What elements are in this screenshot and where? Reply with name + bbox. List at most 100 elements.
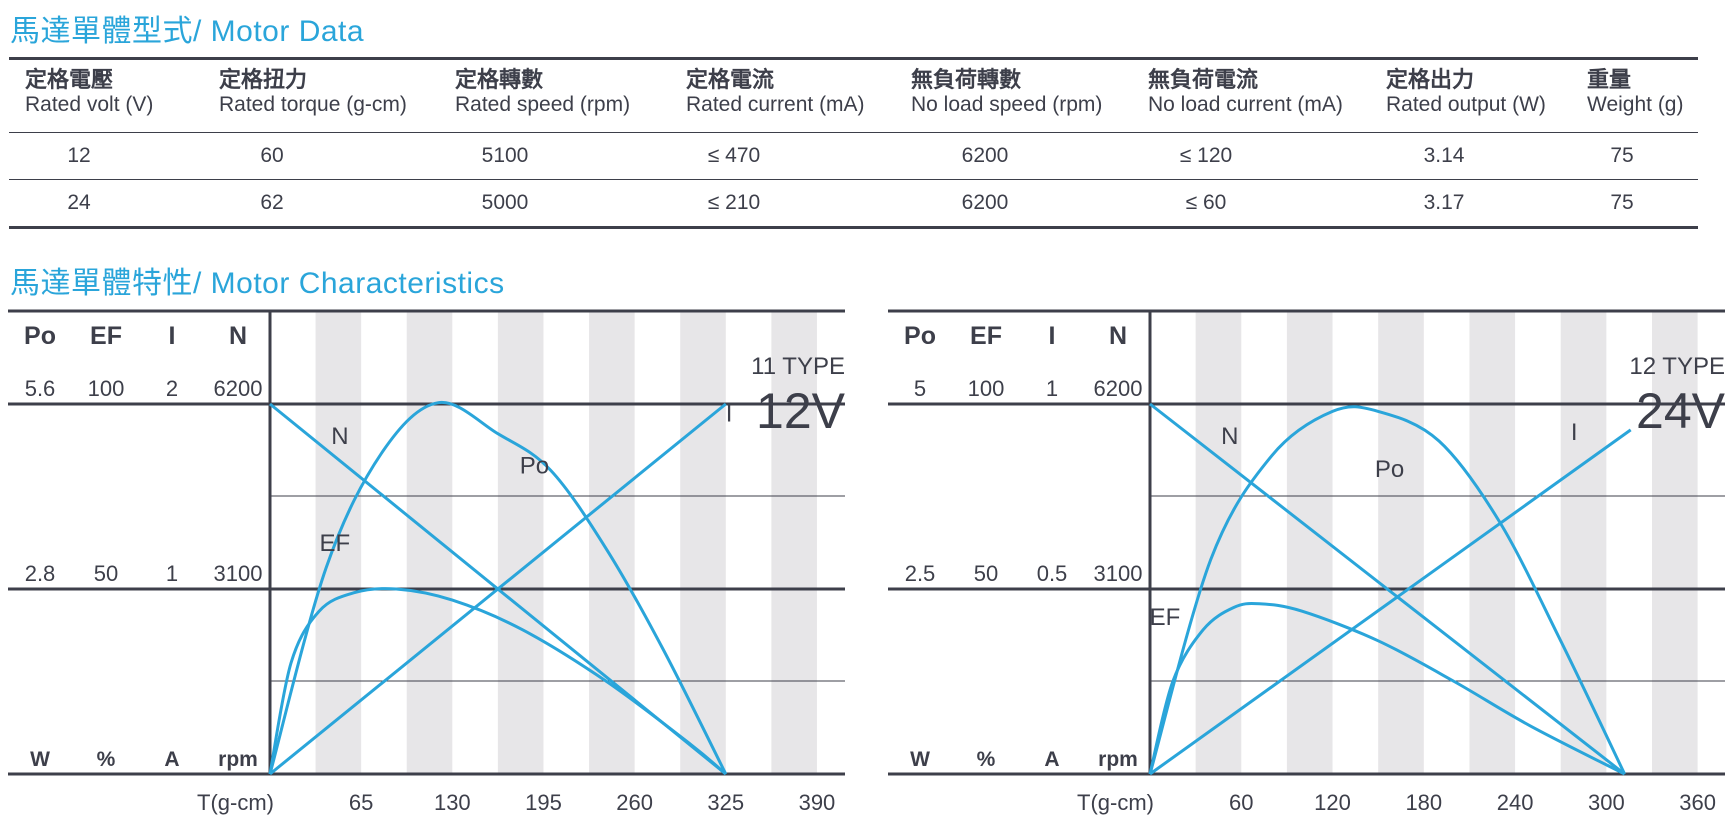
axis-unit-label: rpm [218, 748, 258, 771]
series-line-ef [268, 587, 727, 776]
header-cell: 定格電流 Rated current (mA) [686, 67, 865, 117]
axis-max-label: 6200 [1094, 376, 1143, 401]
table-cell: 5000 [481, 191, 529, 214]
axis-max-label: 100 [88, 376, 125, 401]
series-label-po: Po [1375, 456, 1404, 483]
axis-name-label: Po [24, 322, 56, 350]
header-cell: 重量 Weight (g) [1587, 67, 1684, 117]
axis-max-label: 6200 [214, 376, 263, 401]
table-cell: ≤ 470 [707, 144, 761, 167]
grid-stripe [1651, 311, 1698, 774]
table-cell: 75 [1610, 191, 1634, 214]
grid-stripe [315, 311, 362, 774]
table-cell: 6200 [961, 191, 1009, 214]
axis-name-label: N [1109, 322, 1127, 350]
axis-max-label: 100 [968, 376, 1005, 401]
grid-stripe [771, 311, 817, 774]
table-cell: ≤ 210 [707, 191, 761, 214]
axis-name-label: I [1049, 322, 1056, 350]
x-tick-label: 195 [525, 790, 562, 815]
table-cell: ≤ 60 [1185, 191, 1227, 214]
x-tick-label: 130 [434, 790, 471, 815]
x-tick-label: 240 [1497, 790, 1534, 815]
x-tick-label: 390 [799, 790, 836, 815]
axis-name-label: Po [904, 322, 936, 350]
grid-stripe [1469, 311, 1516, 774]
x-tick-label: 65 [349, 790, 373, 815]
table-cell: 62 [260, 191, 284, 214]
axis-mid-label: 50 [974, 561, 998, 586]
grid-stripe [406, 311, 453, 774]
header-cell: 無負荷轉數 No load speed (rpm) [911, 67, 1103, 117]
header-cell: 定格轉數 Rated speed (rpm) [455, 67, 631, 117]
header-cell: 定格出力 Rated output (W) [1386, 67, 1546, 117]
table-cell: ≤ 120 [1179, 144, 1233, 167]
grid-stripe [589, 311, 635, 774]
axis-mid-label: 3100 [1094, 561, 1143, 586]
chart-type-title: 11 TYPE [751, 353, 845, 380]
series-label-po: Po [520, 452, 549, 479]
table-row: 24 62 5000 ≤ 210 6200 ≤ 60 3.17 75 [9, 180, 1698, 226]
series-label-n: N [331, 423, 348, 450]
axis-unit-label: rpm [1098, 748, 1138, 771]
chart-panel-12-type: Po 5 2.5 W EF 100 50% I 1 0.5 A N 6200 3100 rpm 12 TYPE… [880, 308, 1732, 834]
axis-unit-label: W [30, 748, 50, 771]
grid-stripe [1286, 311, 1333, 774]
header-cell: 定格扭力 Rated torque (g-cm) [219, 67, 407, 117]
table-cell: 6200 [961, 144, 1009, 167]
table-cell: 24 [67, 191, 91, 214]
grid-stripe [680, 311, 726, 774]
table-cell: 3.14 [1423, 144, 1465, 167]
x-tick-label: 300 [1588, 790, 1625, 815]
table-cell: 60 [260, 144, 284, 167]
axis-mid-label: 1 [166, 561, 178, 586]
axis-max-label: 1 [1046, 376, 1058, 401]
axis-unit-label: A [164, 748, 179, 771]
series-label-n: N [1221, 423, 1238, 450]
series-label-ef: EF [320, 530, 351, 557]
table-cell: 3.17 [1423, 191, 1465, 214]
x-tick-label: 120 [1314, 790, 1351, 815]
axis-unit-label: % [977, 748, 996, 771]
axis-mid-label: 2.5 [905, 561, 936, 586]
table-cell: 5100 [481, 144, 529, 167]
x-axis-title: T(g-cm) [197, 790, 274, 815]
table-header: 定格電壓 Rated volt (V) 定格扭力 Rated torque (g-c… [9, 60, 1698, 133]
axis-unit-label: W [910, 748, 930, 771]
axis-name-label: I [169, 322, 176, 350]
grid-stripe [1560, 311, 1607, 774]
axis-mid-label: 3100 [214, 561, 263, 586]
chart-voltage-title: 24V [1636, 383, 1726, 439]
motor-data-table: 定格電壓 Rated volt (V) 定格扭力 Rated torque (g-c… [9, 57, 1698, 229]
x-tick-label: 360 [1679, 790, 1716, 815]
grid-stripe [1378, 311, 1424, 774]
chart-24v: Po 5 2.5 W EF 100 50% I 1 0.5 A N 6200 3100 rpm 12 TYPE… [888, 309, 1726, 815]
series-line-ef [1148, 602, 1626, 776]
motor-data-title: 馬達單體型式/ Motor Data [10, 15, 365, 48]
header-cell: 無負荷電流 No load current (mA) [1148, 67, 1343, 117]
grid-stripe [497, 311, 544, 774]
header-cell: 定格電壓 Rated volt (V) [25, 67, 154, 117]
series-line-po [268, 401, 728, 775]
table-cell: 12 [67, 144, 91, 167]
series-line-i [269, 402, 727, 776]
series-line-po [1148, 405, 1626, 775]
series-label-i: I [1571, 419, 1578, 446]
axis-mid-label: 50 [94, 561, 118, 586]
axis-max-label: 2 [166, 376, 178, 401]
chart-type-title: 12 TYPE [1629, 353, 1725, 380]
chart-panel-11-type: Po 5.6 2.8 W EF 100 50% I 2 1 A N 6200 3100 rpm 11 TYPE… [0, 308, 860, 834]
series-label-ef: EF [1150, 604, 1181, 631]
x-tick-label: 60 [1229, 790, 1253, 815]
chart-12v: Po 5.6 2.8 W EF 100 50% I 2 1 A N 6200 3100 rpm 11 TYPE… [8, 309, 846, 815]
axis-unit-label: % [97, 748, 116, 771]
series-line-i [1149, 428, 1632, 776]
table-row: 12 60 5100 ≤ 470 6200 ≤ 120 3.14 75 [9, 133, 1698, 180]
x-tick-label: 260 [616, 790, 653, 815]
x-tick-label: 180 [1405, 790, 1442, 815]
motor-characteristics-title: 馬達單體特性/ Motor Characteristics [10, 267, 505, 300]
axis-max-label: 5 [914, 376, 926, 401]
axis-name-label: EF [970, 322, 1002, 350]
chart-voltage-title: 12V [756, 383, 846, 439]
axis-name-label: N [229, 322, 247, 350]
